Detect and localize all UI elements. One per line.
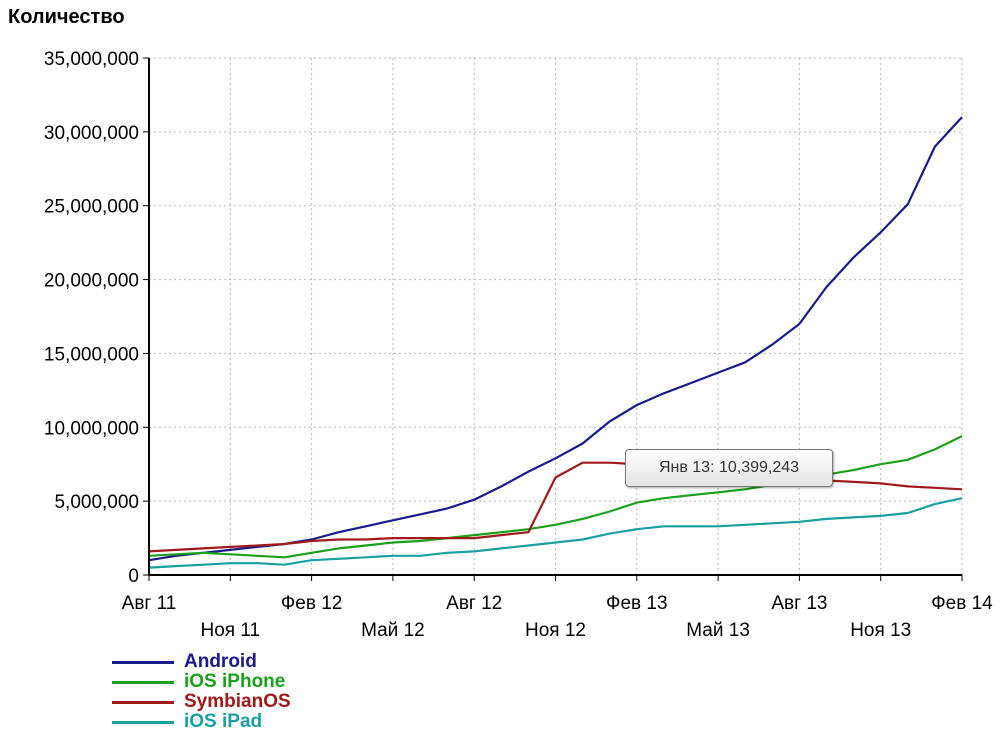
legend-swatch (112, 680, 174, 684)
legend-label: Android (184, 651, 257, 672)
legend-swatch (112, 700, 174, 704)
legend-item: iOS iPad (112, 711, 291, 732)
x-tick-label: Ноя 13 (850, 620, 911, 641)
series-line-ios-ipad (148, 497, 963, 569)
y-tick-label: 25,000,000 (44, 197, 139, 218)
x-tick-label: Ноя 12 (525, 620, 586, 641)
data-tooltip: Янв 13: 10,399,243 (625, 449, 833, 487)
x-tick-label: Авг 12 (446, 593, 502, 614)
x-tick-label: Фев 14 (931, 593, 993, 614)
x-tick-label: Фев 12 (281, 593, 343, 614)
legend-label: iOS iPhone (184, 671, 286, 692)
x-tick-label: Авг 13 (771, 593, 827, 614)
y-tick-label: 35,000,000 (44, 49, 139, 70)
legend-swatch (112, 660, 174, 664)
x-tick-label: Авг 11 (122, 593, 177, 614)
x-tick-label: Фев 13 (606, 593, 668, 614)
y-tick-label: 15,000,000 (44, 344, 139, 365)
y-tick-label: 20,000,000 (44, 271, 139, 292)
y-tick-label: 30,000,000 (44, 123, 139, 144)
legend-label: SymbianOS (184, 691, 291, 712)
chart-legend: Android iOS iPhone SymbianOS iOS iPad (112, 651, 291, 732)
legend-label: iOS iPad (184, 711, 263, 732)
legend-swatch (112, 720, 174, 724)
x-tick-label: Май 13 (686, 620, 750, 641)
y-tick-label: 0 (128, 566, 139, 587)
legend-item: Android (112, 651, 291, 672)
legend-item: iOS iPhone (112, 671, 291, 692)
x-tick-label: Ноя 11 (201, 620, 261, 641)
y-tick-label: 5,000,000 (54, 492, 139, 513)
y-axis-title: Количество (8, 6, 125, 28)
y-tick-label: 10,000,000 (44, 418, 139, 439)
legend-item: SymbianOS (112, 691, 291, 712)
x-tick-label: Май 12 (361, 620, 425, 641)
